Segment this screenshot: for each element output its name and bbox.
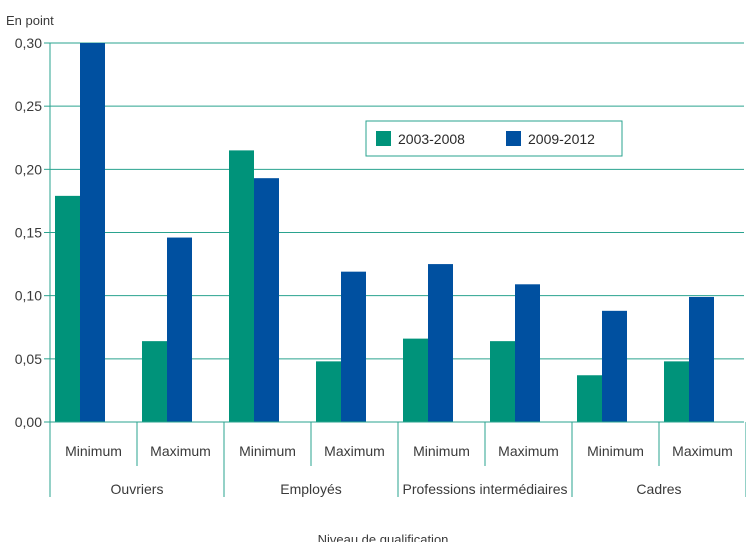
y-tick-label: 0,25 bbox=[15, 98, 42, 114]
bar-2009-2012-minimum-6 bbox=[602, 310, 627, 422]
y-tick-label: 0,00 bbox=[15, 414, 42, 430]
bar-2003-2008-maximum-1 bbox=[142, 341, 167, 422]
x-group-label: Ouvriers bbox=[111, 481, 164, 497]
gridlines bbox=[50, 42, 744, 360]
x-axis-title: Niveau de qualification bbox=[318, 532, 449, 542]
y-tick-label: 0,10 bbox=[15, 288, 42, 304]
y-tick-label: 0,20 bbox=[15, 161, 42, 177]
legend-box bbox=[365, 120, 623, 157]
bar-2009-2012-minimum-2 bbox=[254, 178, 279, 422]
y-tick-label: 0,30 bbox=[15, 35, 42, 51]
bars bbox=[55, 43, 714, 422]
bar-2003-2008-minimum-0 bbox=[55, 195, 80, 422]
y-tick-label: 0,15 bbox=[15, 225, 42, 241]
bar-2009-2012-minimum-0 bbox=[80, 43, 105, 422]
bar-2009-2012-maximum-5 bbox=[515, 284, 540, 422]
x-group-label: Professions intermédiaires bbox=[403, 481, 568, 497]
legend-label: 2009-2012 bbox=[528, 131, 595, 147]
legend-swatch-2009-2012 bbox=[506, 131, 521, 146]
bar-2003-2008-minimum-2 bbox=[229, 150, 254, 422]
y-tick-label: 0,05 bbox=[15, 351, 42, 367]
x-category-label: Minimum bbox=[587, 443, 644, 459]
bar-2009-2012-maximum-1 bbox=[167, 237, 192, 422]
x-category-label: Minimum bbox=[413, 443, 470, 459]
bar-2009-2012-maximum-3 bbox=[341, 271, 366, 422]
bar-2003-2008-minimum-4 bbox=[403, 338, 428, 422]
x-category-label: Maximum bbox=[150, 443, 211, 459]
bar-2003-2008-maximum-5 bbox=[490, 341, 515, 422]
y-axis-title: En point bbox=[6, 13, 54, 28]
bar-2003-2008-maximum-7 bbox=[664, 361, 689, 422]
x-category-label: Minimum bbox=[239, 443, 296, 459]
bar-2009-2012-maximum-7 bbox=[689, 296, 714, 422]
legend: 2003-2008 2009-2012 bbox=[365, 120, 623, 157]
bar-2003-2008-minimum-6 bbox=[577, 375, 602, 422]
legend-swatch-2003-2008 bbox=[376, 131, 391, 146]
labels: 0,00 0,05 0,10 0,15 0,20 0,25 0,30 En point Mini… bbox=[6, 13, 733, 542]
x-group-label: Employés bbox=[280, 481, 341, 497]
x-category-label: Minimum bbox=[65, 443, 122, 459]
legend-label: 2003-2008 bbox=[398, 131, 465, 147]
x-group-label: Cadres bbox=[636, 481, 681, 497]
x-category-label: Maximum bbox=[324, 443, 385, 459]
axes bbox=[44, 42, 746, 497]
x-category-label: Maximum bbox=[672, 443, 733, 459]
x-category-label: Maximum bbox=[498, 443, 559, 459]
bar-2003-2008-maximum-3 bbox=[316, 361, 341, 422]
bar-2009-2012-minimum-4 bbox=[428, 264, 453, 422]
